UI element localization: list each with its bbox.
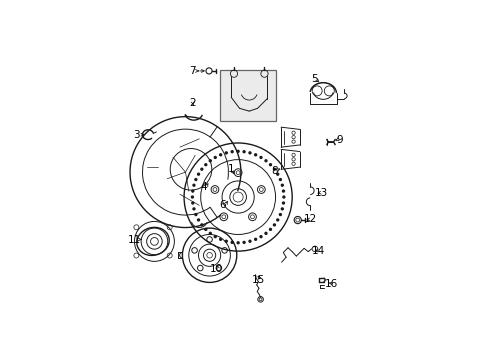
Text: 4: 4 — [200, 183, 206, 192]
Circle shape — [193, 184, 195, 186]
Circle shape — [214, 236, 216, 238]
Circle shape — [195, 213, 197, 216]
Circle shape — [201, 168, 203, 170]
Circle shape — [264, 160, 266, 162]
Text: 13: 13 — [314, 188, 327, 198]
Text: 1: 1 — [227, 164, 234, 174]
Circle shape — [209, 232, 211, 234]
Circle shape — [269, 228, 271, 230]
Circle shape — [283, 196, 285, 198]
Text: 8: 8 — [270, 166, 277, 176]
Text: 3: 3 — [133, 130, 140, 140]
Circle shape — [273, 168, 275, 170]
Circle shape — [237, 242, 239, 244]
Circle shape — [197, 173, 199, 175]
Circle shape — [254, 238, 256, 240]
Text: 7: 7 — [189, 66, 195, 76]
Circle shape — [191, 202, 193, 204]
Text: 15: 15 — [252, 275, 265, 285]
Text: 12: 12 — [303, 214, 316, 224]
Circle shape — [282, 190, 284, 192]
Text: 10: 10 — [209, 264, 222, 274]
Circle shape — [248, 240, 250, 242]
Circle shape — [264, 232, 266, 234]
Circle shape — [191, 190, 193, 192]
Circle shape — [282, 202, 284, 204]
Circle shape — [214, 157, 216, 158]
Circle shape — [243, 151, 244, 153]
Circle shape — [219, 154, 221, 156]
Circle shape — [197, 219, 199, 221]
Text: 2: 2 — [189, 98, 195, 108]
Circle shape — [279, 179, 281, 180]
Circle shape — [204, 164, 206, 166]
Circle shape — [248, 152, 250, 154]
Circle shape — [219, 238, 221, 240]
Circle shape — [204, 228, 206, 230]
Circle shape — [225, 152, 227, 154]
Circle shape — [260, 157, 262, 158]
Circle shape — [276, 219, 278, 221]
Text: 11: 11 — [128, 235, 141, 245]
Circle shape — [231, 242, 233, 243]
Text: 5: 5 — [310, 74, 317, 84]
Circle shape — [260, 236, 262, 238]
Circle shape — [231, 151, 233, 153]
Circle shape — [191, 196, 193, 198]
Circle shape — [193, 208, 195, 210]
Circle shape — [201, 224, 203, 226]
Circle shape — [225, 240, 227, 242]
Bar — [220, 69, 275, 121]
Circle shape — [273, 224, 275, 226]
Circle shape — [254, 154, 256, 156]
Circle shape — [276, 173, 278, 175]
Circle shape — [209, 160, 211, 162]
Circle shape — [281, 208, 283, 210]
Circle shape — [195, 179, 197, 180]
Text: 14: 14 — [311, 246, 325, 256]
Text: 6: 6 — [219, 201, 226, 210]
Circle shape — [279, 213, 281, 216]
Text: 9: 9 — [335, 135, 342, 145]
Circle shape — [237, 150, 239, 152]
Circle shape — [269, 164, 271, 166]
Text: 16: 16 — [324, 279, 337, 289]
Circle shape — [281, 184, 283, 186]
Circle shape — [243, 242, 244, 243]
